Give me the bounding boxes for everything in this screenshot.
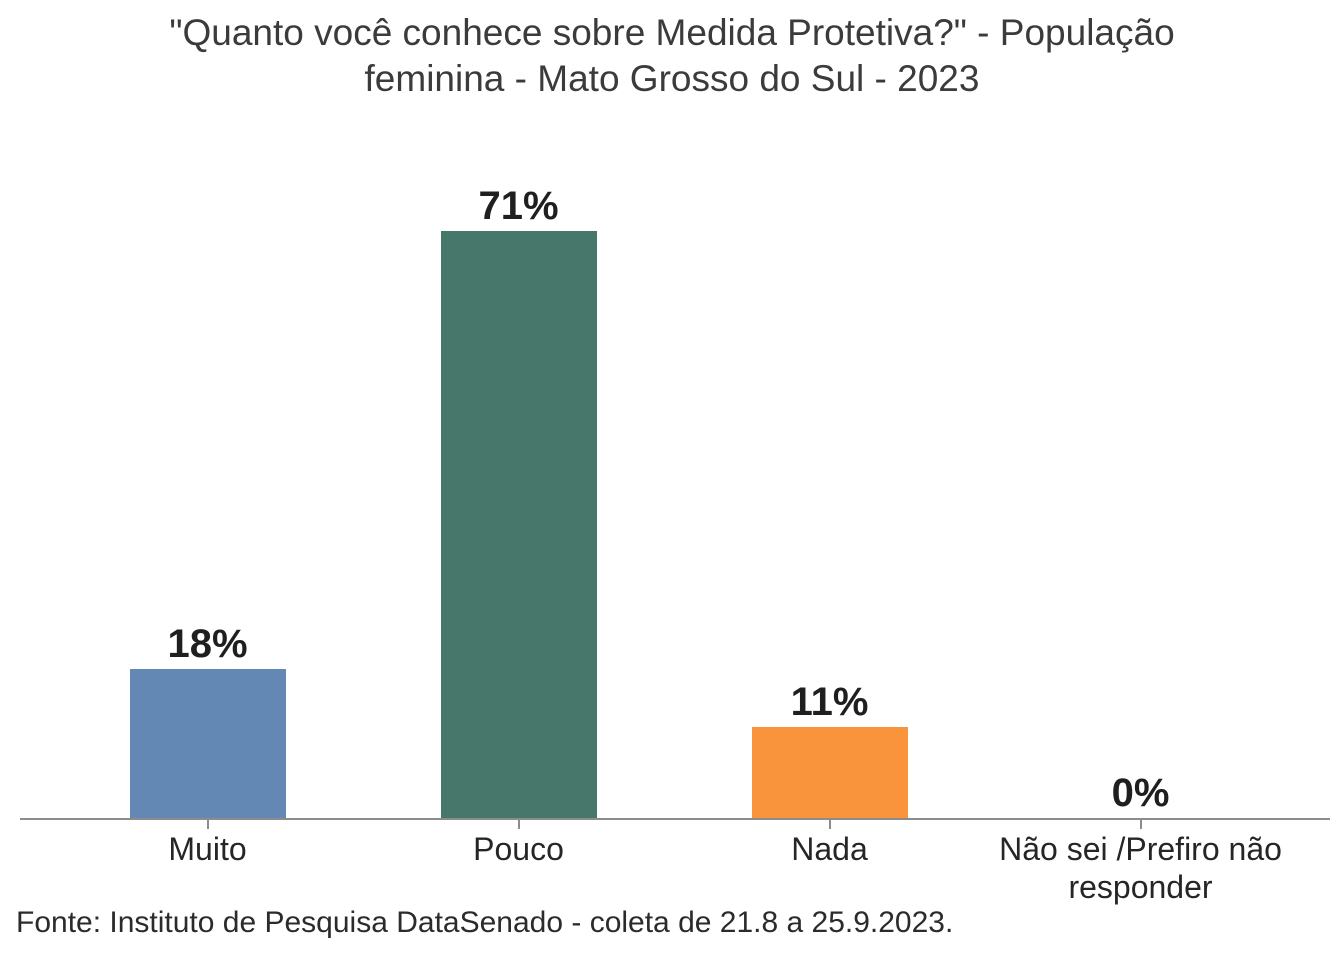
bar-nada — [751, 727, 908, 818]
bar-value-label: 18% — [167, 622, 248, 666]
bar-muito — [129, 669, 286, 818]
bar-value-label: 71% — [478, 184, 559, 228]
x-axis-category-label-nada: Nada — [791, 831, 868, 867]
x-axis-labels: Muito Pouco Nada Não sei /Prefiro não respo… — [52, 830, 1296, 907]
chart-title: "Quanto você conhece sobre Medida Protet… — [169, 12, 1175, 100]
x-axis-category-label-pouco: Pouco — [473, 831, 564, 867]
x-axis-tick — [828, 820, 831, 829]
x-axis-tick — [206, 820, 209, 829]
bar-column-nada: 11% — [674, 130, 985, 829]
bar-value-label: 11% — [790, 680, 869, 724]
bars-container: 18% 71% 11% 0% — [52, 130, 1296, 829]
bar-column-muito: 18% — [52, 130, 363, 829]
bar-value-label: 0% — [1111, 771, 1170, 815]
x-axis-tick — [1139, 820, 1142, 829]
x-axis-tick — [517, 820, 520, 829]
x-axis-category-label-muito: Muito — [168, 831, 247, 867]
bar-column-n-o-sei-prefiro-n-o-responder: 0% — [985, 130, 1296, 829]
bar-column-pouco: 71% — [363, 130, 674, 829]
source-note: Fonte: Instituto de Pesquisa DataSenado … — [16, 906, 954, 939]
bar-pouco — [440, 231, 597, 818]
x-axis-category-label-n-o-sei-prefiro-n-o-responder: Não sei /Prefiro não responder — [999, 831, 1282, 906]
x-axis-line — [20, 818, 1330, 820]
